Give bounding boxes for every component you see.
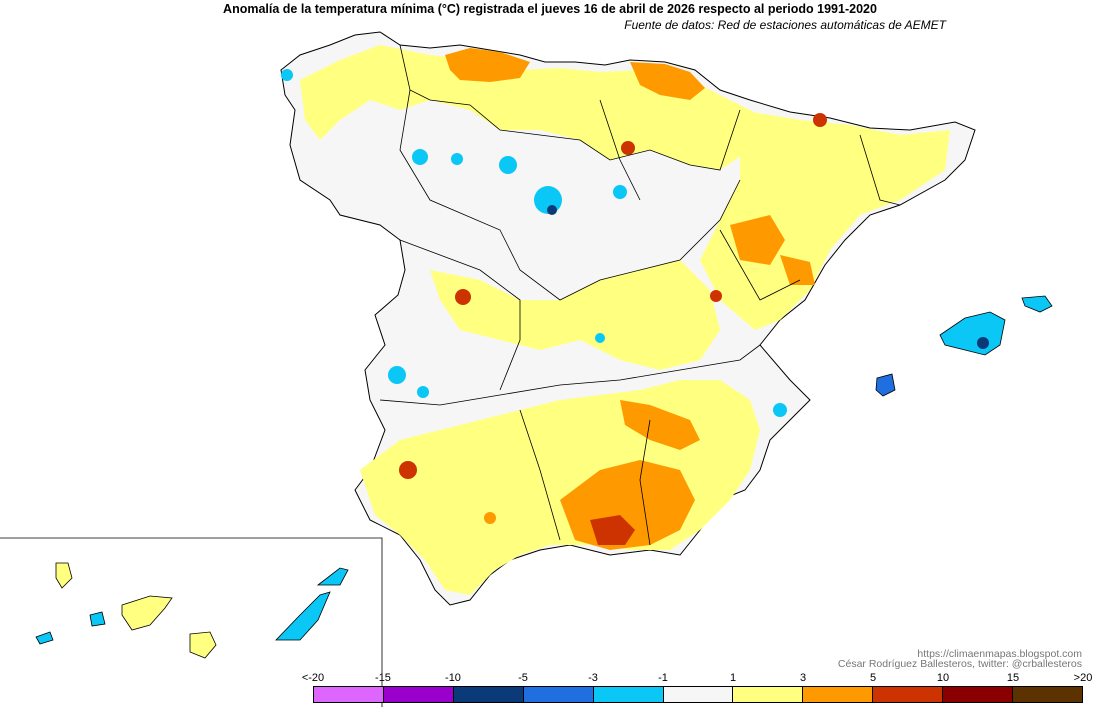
legend-swatch [314, 687, 384, 702]
legend-tick: 5 [869, 672, 877, 684]
cold-spot [417, 386, 429, 398]
warm-spot [621, 141, 635, 155]
warm2-castellon [780, 255, 815, 285]
canary-tenerife [121, 595, 173, 631]
data-source: Fuente de datos: Red de estaciones autom… [624, 18, 946, 32]
canary-inset-frame [0, 537, 383, 707]
legend-tick: -15 [375, 672, 391, 684]
warm-spot [710, 290, 722, 302]
cold-spot [547, 205, 557, 215]
canary-gran-canaria [189, 631, 217, 659]
legend-tick-labels: <-20 -15 -10 -5 -3 -1 1 3 5 10 15 >20 [302, 672, 1093, 684]
balearic-menorca [1021, 295, 1053, 313]
map-title: Anomalía de la temperatura mínima (°C) r… [223, 2, 877, 16]
balearic-ibiza [875, 373, 896, 397]
canary-fuerteventura [275, 591, 331, 641]
canary-gomera [89, 611, 106, 627]
cold-spot [595, 333, 605, 343]
cold-spot [773, 403, 787, 417]
warm2-valencia [730, 215, 785, 265]
legend-tick: 3 [799, 672, 807, 684]
warm-spot [484, 512, 496, 524]
cold-spot [977, 337, 989, 349]
cold-spot [613, 185, 627, 199]
legend-swatch [663, 687, 734, 702]
color-legend [313, 686, 1083, 703]
cold-spot [412, 149, 428, 165]
legend-tick: <-20 [301, 672, 325, 684]
legend-tick: 15 [1006, 672, 1020, 684]
legend-tick: -1 [658, 672, 668, 684]
warm-spot [455, 289, 471, 305]
canary-la-palma [55, 562, 73, 589]
cold-spot [451, 153, 463, 165]
warm2-jaen [620, 400, 700, 450]
blog-url: https://climaenmapas.blogspot.com [917, 648, 1082, 660]
warm-spot [399, 461, 417, 479]
balearic-mallorca [939, 311, 1006, 356]
legend-swatch [453, 687, 524, 702]
legend-tick: 1 [729, 672, 737, 684]
warm-region-east [700, 110, 950, 330]
warm3-granada [590, 515, 635, 545]
cold-spot [388, 366, 406, 384]
warm2-navarra [630, 62, 705, 100]
regional-borders [379, 44, 901, 546]
legend-tick: >20 [1073, 672, 1093, 684]
canary-hierro [35, 631, 54, 645]
warm2-cantabria [445, 48, 530, 82]
legend-tick: -3 [588, 672, 598, 684]
legend-swatch [593, 687, 664, 702]
cold-spot [499, 156, 517, 174]
legend-swatch [803, 687, 874, 702]
canary-lanzarote [316, 567, 349, 586]
legend-swatch [383, 687, 454, 702]
cold-spot [281, 69, 293, 81]
legend-swatch [873, 687, 944, 702]
legend-tick: -10 [445, 672, 461, 684]
legend-swatch [943, 687, 1014, 702]
warm-region-center [430, 260, 720, 370]
author-credit: César Rodríguez Ballesteros, twitter: @c… [837, 658, 1082, 670]
legend-tick: -5 [518, 672, 528, 684]
warm-spot [813, 113, 827, 127]
legend-swatch [523, 687, 594, 702]
legend-tick: 10 [936, 672, 950, 684]
legend-swatch [1013, 687, 1082, 702]
legend-swatch [733, 687, 804, 702]
